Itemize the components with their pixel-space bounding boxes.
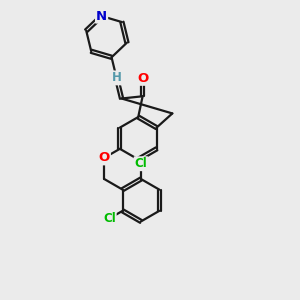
- Text: Cl: Cl: [135, 157, 147, 170]
- Text: Cl: Cl: [103, 212, 116, 225]
- Text: H: H: [112, 71, 122, 84]
- Text: N: N: [96, 10, 107, 22]
- Text: O: O: [137, 72, 148, 85]
- Text: O: O: [99, 151, 110, 164]
